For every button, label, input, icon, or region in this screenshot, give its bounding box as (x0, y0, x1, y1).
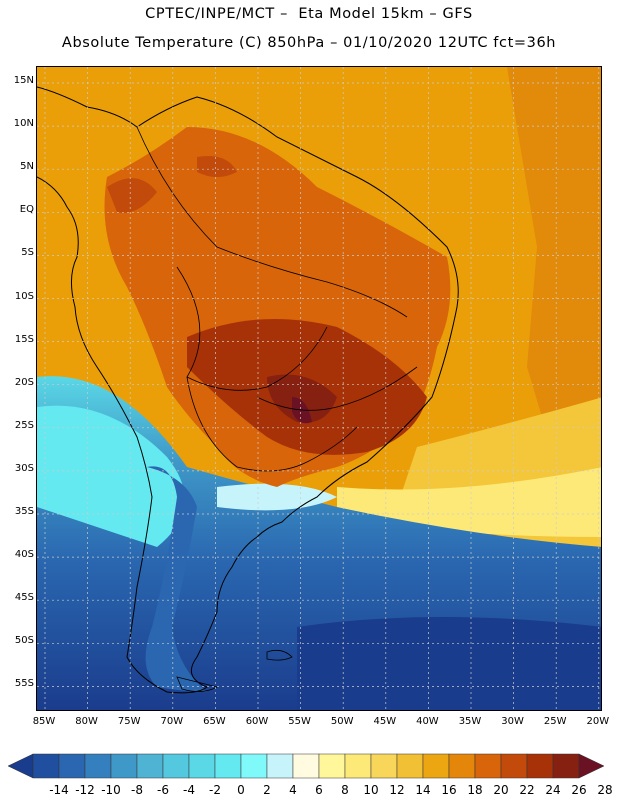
colorbar-segment (396, 753, 424, 779)
lat-label: 15S (14, 333, 34, 345)
colorbar-segment (526, 753, 554, 779)
colorbar-label: -8 (131, 783, 143, 797)
colorbar-segment (110, 753, 138, 779)
colorbar-segment (266, 753, 294, 779)
colorbar-segment (136, 753, 164, 779)
hottest-core (267, 374, 337, 423)
colorbar-label: -2 (209, 783, 221, 797)
colorbar-label: 8 (341, 783, 349, 797)
falkland-islands (266, 649, 293, 661)
border-north (136, 126, 408, 318)
lat-label: 10N (13, 118, 34, 130)
lon-label: 40W (416, 716, 439, 727)
colorbar-label: 18 (467, 783, 483, 797)
lat-label: 35S (14, 506, 34, 517)
lat-label: 40S (14, 549, 34, 561)
colorbar-label: 12 (389, 783, 405, 797)
colorbar-segment (552, 753, 580, 779)
colorbar (8, 753, 605, 779)
colorbar-segment (240, 753, 268, 779)
lon-label: 25W (543, 716, 567, 727)
colorbar-segment (318, 753, 346, 779)
lon-label: 35W (458, 716, 482, 727)
colorbar-label: -12 (75, 783, 95, 797)
lon-label: 65W (203, 716, 226, 727)
colorbar-label: 14 (415, 783, 431, 797)
colorbar-segment (84, 753, 112, 779)
lon-label: 45W (373, 716, 397, 727)
lat-label: 5S (21, 247, 34, 259)
lon-label: 60W (245, 716, 269, 727)
colorbar-label: 16 (441, 783, 457, 797)
cyan-band-west (37, 405, 185, 547)
colorbar-segment (370, 753, 398, 779)
lat-label: 20S (14, 376, 34, 388)
lon-label: 50W (330, 716, 354, 727)
lon-label: 70W (160, 716, 184, 727)
colorbar-segment (422, 753, 450, 779)
hot-patch-venezuela (197, 156, 237, 177)
colorbar-segment (500, 753, 528, 779)
lat-label: 45S (14, 592, 34, 604)
lat-label: 15N (13, 75, 34, 86)
lat-label: 55S (14, 678, 34, 690)
colorbar-label: 2 (263, 783, 271, 797)
lon-label: 75W (117, 716, 141, 727)
colorbar-label: 0 (237, 783, 245, 797)
colorbar-label: 26 (571, 783, 587, 797)
temperature-map (37, 67, 601, 710)
colorbar-segment (448, 753, 476, 779)
lon-label: 80W (75, 716, 98, 727)
map-panel[interactable] (36, 66, 602, 711)
lat-label: 5N (20, 161, 34, 173)
southern-cone-land (145, 466, 207, 692)
lat-label: EQ (19, 204, 34, 216)
coastline (37, 86, 459, 694)
lat-label: 25S (14, 419, 34, 431)
colorbar-segment (58, 753, 86, 779)
pale-band-south (217, 483, 337, 511)
colorbar-label: 24 (545, 783, 561, 797)
lon-label: 20W (586, 716, 610, 727)
colorbar-label: -14 (49, 783, 69, 797)
colorbar-label: 6 (315, 783, 323, 797)
colorbar-segment (474, 753, 502, 779)
lon-label: 30W (501, 716, 524, 727)
colorbar-label: 28 (597, 783, 613, 797)
lat-label: 10S (14, 290, 34, 302)
graticule-grid (37, 67, 601, 710)
light-yellow-band (337, 467, 601, 537)
colorbar-segment (214, 753, 242, 779)
lat-label: 30S (14, 462, 34, 474)
east-warm-band (507, 67, 601, 487)
lon-label: 85W (32, 716, 56, 727)
colorbar-label: 10 (363, 783, 379, 797)
title-line-1: CPTEC/INPE/MCT – Eta Model 15km – GFS (145, 6, 473, 22)
colorbar-label: -10 (101, 783, 121, 797)
colorbar-label: 20 (493, 783, 509, 797)
colorbar-label: 4 (289, 783, 297, 797)
colorbar-arrow-left (8, 753, 34, 779)
colorbar-arrow-right (578, 753, 605, 779)
colorbar-segment (162, 753, 190, 779)
border-brazil-states (256, 366, 418, 411)
colorbar-segment (188, 753, 216, 779)
colorbar-segment (32, 753, 60, 779)
lat-label: 50S (14, 635, 34, 647)
colorbar-label: -4 (183, 783, 195, 797)
hot-patch-colombia (107, 178, 157, 213)
title-line-2: Absolute Temperature (C) 850hPa – 01/10/… (61, 35, 557, 51)
colorbar-label: 22 (519, 783, 535, 797)
tierra-del-fuego (176, 676, 219, 692)
colorbar-label: -6 (157, 783, 169, 797)
colorbar-segment (344, 753, 372, 779)
lon-label: 55W (288, 716, 311, 727)
border-central (176, 266, 328, 391)
colorbar-segment (292, 753, 320, 779)
